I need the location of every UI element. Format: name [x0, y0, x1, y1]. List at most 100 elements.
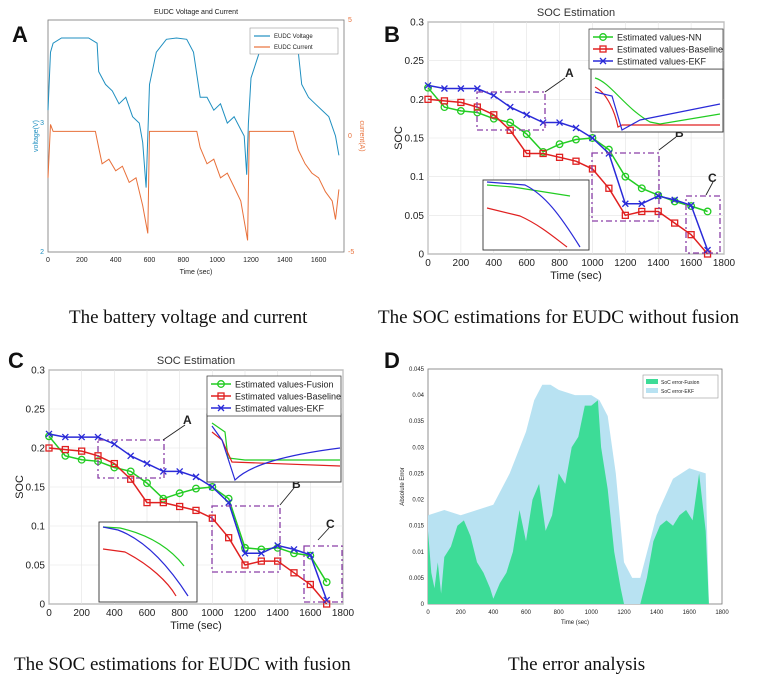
x-tick-label: 600: [139, 608, 156, 619]
annotation-label: B: [292, 477, 301, 491]
panel-c-label: C: [8, 348, 24, 373]
data-point-ekf: [424, 81, 432, 89]
data-point-ekf: [159, 467, 167, 475]
data-point-baseline: [424, 95, 432, 103]
data-point-ekf: [176, 467, 184, 475]
data-point-nn-or-fusion: [637, 184, 646, 193]
inset-series-line: [211, 425, 341, 482]
data-point-ekf: [61, 433, 69, 441]
legend-entry: Estimated values-Baseline: [617, 45, 723, 55]
data-point-baseline: [671, 219, 679, 227]
legend-entry: Estimated values-EKF: [235, 404, 325, 414]
y-tick-label: 0.2: [31, 444, 45, 455]
y-tick-label: 0.25: [26, 405, 46, 416]
panel-b-chart: SOC Estimation 0 200 400 600 800 1000 1200 1400 1…: [393, 7, 736, 282]
y-right-tick-label: -5: [348, 249, 354, 256]
data-point-ekf: [110, 440, 118, 448]
data-point-baseline: [257, 557, 265, 565]
inset-series-line: [594, 77, 721, 125]
data-point-nn-or-fusion: [143, 479, 151, 488]
data-point-nn-or-fusion: [45, 432, 53, 441]
x-tick-label: 1000: [201, 608, 224, 619]
zoom-region-box: [685, 195, 721, 254]
data-point-ekf: [208, 483, 216, 491]
data-point-ekf: [274, 542, 282, 549]
annotation-pointer: [705, 181, 714, 196]
panel-d-label: D: [384, 348, 400, 373]
x-tick-label: 1000: [585, 610, 599, 616]
data-point-ekf: [127, 452, 135, 460]
data-point-nn-or-fusion: [192, 484, 200, 493]
chart-title: SOC Estimation: [157, 355, 235, 367]
data-point-nn-or-fusion: [175, 489, 184, 498]
x-tick-label: 600: [518, 258, 535, 269]
data-point-baseline: [61, 445, 69, 454]
x-tick-label: 1800: [332, 608, 355, 619]
panel-a-caption: The battery voltage and current: [69, 307, 308, 328]
x-tick-label: 200: [453, 258, 470, 269]
legend-marker: [599, 57, 607, 65]
legend-entry: SoC error-EKF: [661, 389, 694, 395]
legend-swatch: [646, 388, 658, 393]
data-point-ekf: [241, 549, 249, 557]
data-point-baseline: [440, 97, 449, 105]
y-axis-label: SOC: [14, 475, 26, 499]
data-point-ekf: [440, 85, 448, 92]
data-point-nn-or-fusion: [322, 578, 331, 587]
legend-marker: [599, 33, 607, 41]
data-point-baseline: [241, 561, 249, 569]
x-tick-label: 800: [554, 610, 565, 616]
data-point-baseline: [490, 111, 498, 119]
data-point-ekf: [638, 200, 646, 208]
x-tick-label: 200: [73, 608, 90, 619]
data-point-ekf: [306, 551, 314, 559]
y-tick-label: 0.03: [412, 445, 424, 451]
data-point-ekf: [621, 200, 629, 208]
data-point-baseline: [127, 475, 135, 483]
panel-b-label: B: [384, 22, 400, 47]
annotation-label: B: [675, 126, 684, 140]
y-right-axis-label: current(A): [358, 120, 365, 151]
data-point-ekf: [192, 473, 200, 481]
y-tick-label: 0.3: [31, 366, 45, 377]
legend-marker: [599, 45, 607, 53]
data-point-ekf: [78, 433, 86, 441]
y-tick-label: 3: [40, 120, 44, 127]
x-tick-label: 400: [485, 258, 502, 269]
data-point-ekf: [457, 85, 465, 92]
zoom-region-box: [97, 439, 165, 479]
inset-series-line: [594, 86, 720, 128]
annotation-label: C: [326, 517, 335, 531]
y-tick-label: 0.02: [412, 498, 424, 504]
x-tick-label: 1600: [680, 258, 703, 269]
x-tick-label: 1200: [617, 610, 631, 616]
inset-series-line: [211, 431, 341, 467]
x-axis-label: Time (sec): [550, 270, 602, 282]
data-point-baseline: [457, 98, 465, 107]
data-point-ekf: [290, 545, 298, 553]
inset-zoom-plot: [98, 521, 198, 603]
x-tick-label: 1600: [311, 257, 327, 264]
y-axis-label: SOC: [393, 126, 405, 150]
data-point-nn-or-fusion: [522, 130, 531, 139]
y-tick-label: 0.25: [405, 56, 425, 67]
data-point-baseline: [523, 149, 531, 158]
panel-d-caption: The error analysis: [508, 654, 646, 675]
y-right-tick-label: 5: [348, 17, 352, 24]
chart-title: EUDC Voltage and Current: [154, 9, 238, 16]
data-point-ekf: [671, 196, 679, 204]
panel-c-caption: The SOC estimations for EUDC with fusion: [14, 654, 351, 675]
data-point-nn-or-fusion: [424, 83, 432, 92]
legend-entry: SoC error-Fusion: [661, 380, 700, 386]
y-tick-label: 0.035: [409, 419, 425, 425]
data-point-baseline: [274, 557, 282, 565]
y-tick-label: 0.15: [405, 134, 425, 145]
data-point-nn-or-fusion: [621, 172, 630, 181]
y-tick-label: 0.04: [412, 393, 424, 399]
inset-series-line: [102, 526, 185, 567]
x-tick-label: 1600: [683, 610, 697, 616]
y-tick-label: 0.005: [409, 576, 425, 582]
y-tick-label: 0: [39, 600, 45, 611]
x-tick-label: 800: [177, 257, 189, 264]
